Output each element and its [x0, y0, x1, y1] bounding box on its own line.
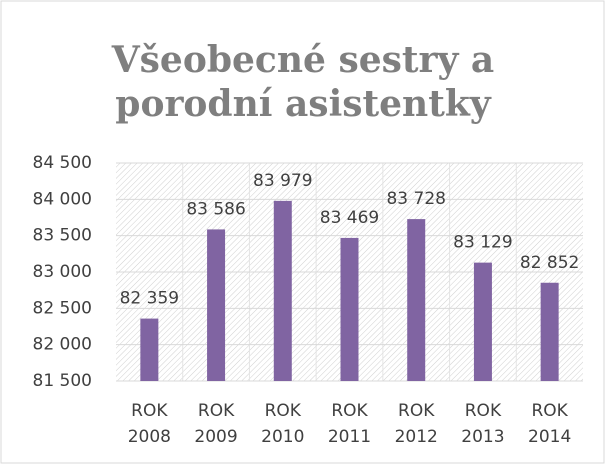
x-tick-label: ROK 2010 — [261, 401, 305, 447]
y-tick-label: 84 500 — [33, 153, 92, 173]
bar — [273, 200, 292, 381]
bar — [340, 237, 359, 381]
value-label: 83 129 — [453, 233, 512, 253]
bar — [473, 262, 492, 381]
value-label: 82 852 — [520, 253, 579, 273]
value-label: 83 469 — [320, 208, 379, 228]
x-tick-label: ROK 2008 — [127, 401, 171, 447]
y-tick-label: 84 000 — [33, 189, 92, 209]
y-tick-label: 82 500 — [33, 298, 92, 318]
y-tick-label: 81 500 — [33, 371, 92, 391]
y-tick-label: 83 000 — [33, 262, 92, 282]
bar — [540, 282, 559, 381]
bar — [407, 219, 426, 381]
bar — [207, 229, 226, 381]
value-label: 83 728 — [386, 189, 445, 209]
x-tick-label: ROK 2013 — [461, 401, 505, 447]
x-tick-label: ROK 2009 — [194, 401, 238, 447]
value-label: 83 979 — [253, 171, 312, 191]
x-tick-label: ROK 2012 — [394, 401, 438, 447]
x-tick-label: ROK 2014 — [528, 401, 572, 447]
y-tick-label: 83 500 — [33, 226, 92, 246]
value-label: 82 359 — [120, 289, 179, 309]
bar — [140, 318, 159, 381]
value-label: 83 586 — [186, 199, 245, 219]
x-tick-label: ROK 2011 — [327, 401, 372, 447]
y-tick-label: 82 000 — [33, 335, 92, 355]
chart-title: Všeobecné sestry a porodní asistentky — [111, 39, 495, 125]
